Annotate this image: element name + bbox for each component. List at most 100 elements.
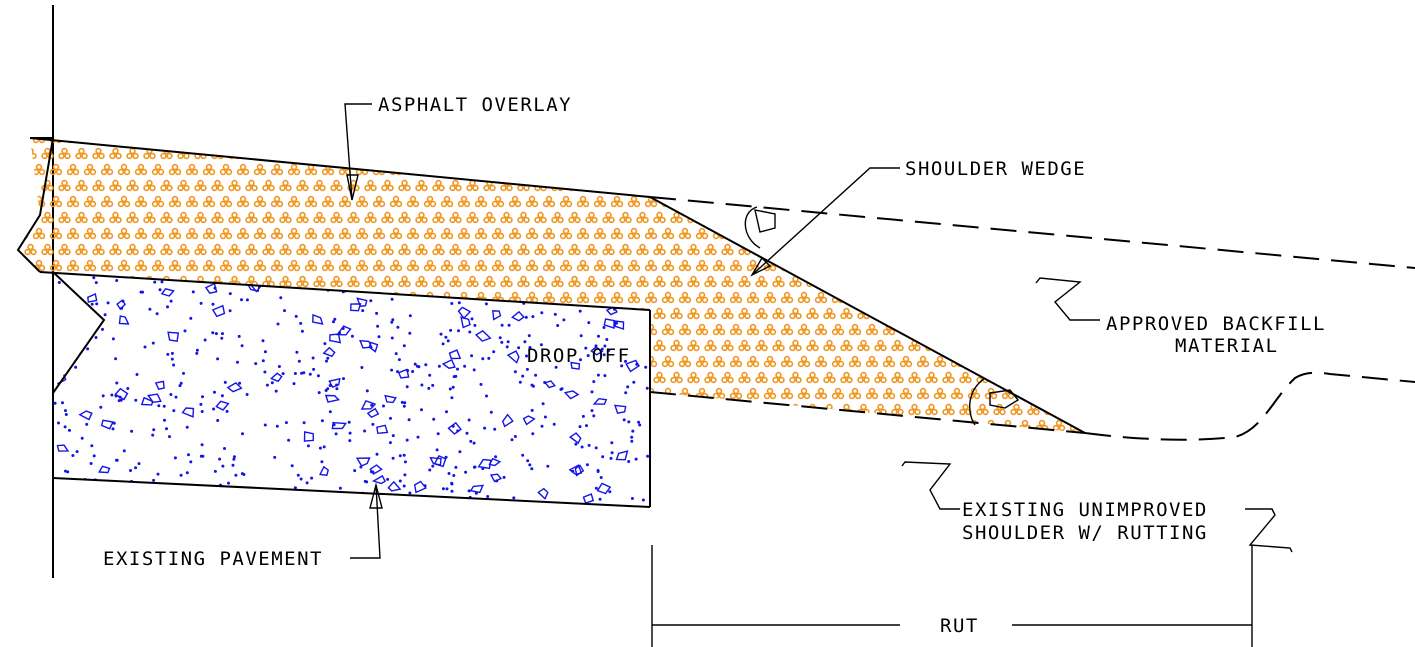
pavement-aggregate-dot xyxy=(382,404,385,408)
asphalt-aggregate-mark xyxy=(338,291,352,304)
pavement-aggregate-dot xyxy=(457,301,461,305)
asphalt-aggregate-mark xyxy=(1139,389,1150,399)
pavement-aggregate-dot xyxy=(377,335,381,339)
asphalt-aggregate-mark xyxy=(321,227,335,240)
asphalt-aggregate-mark xyxy=(262,179,275,192)
asphalt-aggregate-mark xyxy=(916,291,930,304)
pavement-aggregate-dot xyxy=(546,464,550,468)
asphalt-aggregate-mark xyxy=(92,371,105,384)
asphalt-aggregate-mark xyxy=(704,307,717,320)
asphalt-aggregate-mark xyxy=(415,211,428,224)
asphalt-aggregate-mark xyxy=(858,469,869,479)
asphalt-aggregate-mark xyxy=(1018,355,1032,368)
asphalt-aggregate-mark xyxy=(1130,277,1141,287)
asphalt-aggregate-mark xyxy=(467,469,478,479)
asphalt-aggregate-mark xyxy=(840,243,853,256)
asphalt-aggregate-mark xyxy=(1173,293,1184,303)
asphalt-aggregate-mark xyxy=(729,227,743,240)
pavement-aggregate-dot xyxy=(448,272,452,275)
asphalt-aggregate-mark xyxy=(857,275,870,288)
pavement-aggregate-dot xyxy=(220,394,224,398)
asphalt-aggregate-mark xyxy=(654,469,665,479)
asphalt-aggregate-mark xyxy=(814,195,828,208)
pavement-aggregate-dot xyxy=(581,414,585,418)
asphalt-aggregate-mark xyxy=(330,403,343,416)
asphalt-aggregate-mark xyxy=(236,355,250,368)
asphalt-aggregate-mark xyxy=(296,147,309,160)
asphalt-aggregate-mark xyxy=(34,453,45,463)
pavement-aggregate-dot xyxy=(342,377,345,381)
asphalt-aggregate-mark xyxy=(450,469,461,479)
asphalt-aggregate-mark xyxy=(270,323,284,336)
pavement-aggregate-dot xyxy=(134,398,138,402)
asphalt-aggregate-mark xyxy=(1035,138,1049,144)
pavement-aggregate-dot xyxy=(531,384,535,388)
asphalt-aggregate-mark xyxy=(729,387,743,400)
asphalt-aggregate-mark xyxy=(389,227,403,240)
asphalt-aggregate-mark xyxy=(712,163,726,176)
asphalt-aggregate-mark xyxy=(1173,261,1184,271)
asphalt-aggregate-mark xyxy=(993,211,1006,224)
asphalt-aggregate-mark xyxy=(177,243,190,256)
asphalt-aggregate-mark xyxy=(585,211,598,224)
asphalt-aggregate-mark xyxy=(228,371,241,384)
pavement-aggregate-dot xyxy=(481,357,485,361)
asphalt-aggregate-mark xyxy=(364,211,377,224)
asphalt-aggregate-mark xyxy=(510,453,521,463)
asphalt-aggregate-mark xyxy=(610,291,624,304)
pavement-aggregate-dot xyxy=(448,387,452,391)
pavement-aggregate-stone xyxy=(544,380,556,389)
asphalt-aggregate-mark xyxy=(517,211,530,224)
asphalt-aggregate-mark xyxy=(389,419,403,432)
asphalt-aggregate-mark xyxy=(508,259,522,272)
asphalt-aggregate-mark xyxy=(1156,261,1167,271)
asphalt-aggregate-mark xyxy=(882,138,896,144)
asphalt-aggregate-mark xyxy=(678,163,692,176)
pavement-aggregate-dot xyxy=(195,351,199,355)
asphalt-aggregate-mark xyxy=(857,147,870,160)
pavement-aggregate-stone xyxy=(506,350,520,364)
asphalt-aggregate-mark xyxy=(678,387,692,400)
asphalt-aggregate-mark xyxy=(389,259,403,272)
asphalt-aggregate-mark xyxy=(950,138,964,144)
pavement-aggregate-dot xyxy=(397,358,401,362)
pavement-aggregate-dot xyxy=(431,464,435,468)
asphalt-aggregate-mark xyxy=(245,371,258,384)
pavement-aggregate-dot xyxy=(178,384,182,388)
asphalt-aggregate-mark xyxy=(330,275,343,288)
pavement-aggregate-dot xyxy=(407,276,411,280)
asphalt-aggregate-mark xyxy=(423,138,437,144)
asphalt-aggregate-mark xyxy=(629,453,640,463)
asphalt-aggregate-mark xyxy=(850,453,861,463)
pavement-aggregate-dot xyxy=(444,289,448,293)
asphalt-aggregate-mark xyxy=(212,469,223,479)
pavement-aggregate-stone xyxy=(331,421,347,430)
asphalt-aggregate-mark xyxy=(134,387,148,400)
asphalt-aggregate-mark xyxy=(1010,339,1023,352)
asphalt-aggregate-mark xyxy=(746,163,760,176)
asphalt-aggregate-mark xyxy=(500,403,513,416)
asphalt-aggregate-mark xyxy=(755,371,768,384)
asphalt-aggregate-mark xyxy=(381,307,394,320)
pavement-aggregate-dot xyxy=(262,502,265,506)
asphalt-aggregate-mark xyxy=(1044,307,1057,320)
asphalt-aggregate-mark xyxy=(1147,149,1158,159)
asphalt-aggregate-mark xyxy=(1113,213,1124,223)
asphalt-aggregate-mark xyxy=(816,453,827,463)
asphalt-aggregate-mark xyxy=(984,259,998,272)
asphalt-aggregate-mark xyxy=(848,419,862,432)
asphalt-aggregate-mark xyxy=(568,403,581,416)
asphalt-aggregate-mark xyxy=(823,307,836,320)
asphalt-aggregate-mark xyxy=(559,163,573,176)
asphalt-aggregate-mark xyxy=(891,403,904,416)
asphalt-aggregate-mark xyxy=(925,307,938,320)
pavement-aggregate-dot xyxy=(622,418,626,422)
asphalt-aggregate-mark xyxy=(75,371,88,384)
asphalt-aggregate-mark xyxy=(977,469,988,479)
asphalt-aggregate-mark xyxy=(1028,469,1039,479)
asphalt-aggregate-mark xyxy=(313,211,326,224)
asphalt-aggregate-mark xyxy=(848,259,862,272)
asphalt-aggregate-mark xyxy=(670,211,683,224)
asphalt-aggregate-mark xyxy=(280,469,291,479)
asphalt-aggregate-mark xyxy=(1181,181,1192,191)
